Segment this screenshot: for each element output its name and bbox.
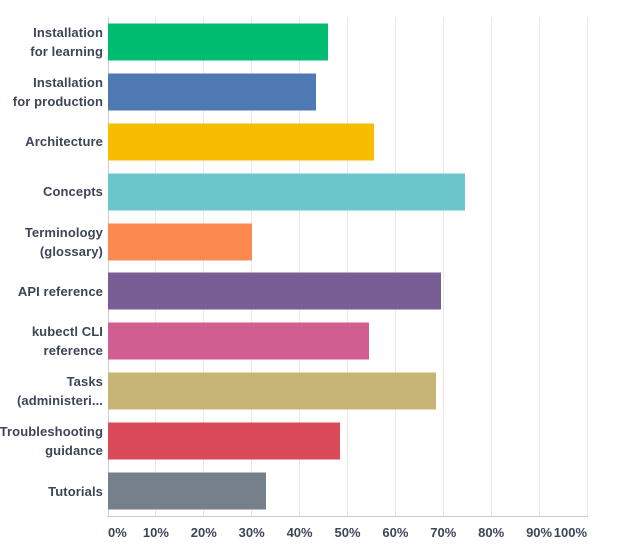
gridline-40% [299,17,301,516]
bar-troubleshooting-guidance: 48.5% [108,422,341,460]
x-tick-label-10%: 10% [142,525,169,540]
bar-kubectl-cli-reference: 54.5% [108,322,370,360]
x-axis-line [107,516,588,517]
gridline-100% [586,17,588,516]
bar-architecture: 55.5% [108,123,374,161]
category-label-kubectl-cli-reference: kubectl CLI reference [0,316,103,366]
category-label-line: Architecture [25,134,103,150]
gridline-60% [394,17,396,516]
bar-row-kubectl-cli-reference: 54.5% [108,316,587,366]
category-label-line: Troubleshooting [0,424,103,440]
category-label-troubleshooting-guidance: Troubleshooting guidance [0,416,103,466]
gridline-0% [107,17,109,516]
category-label-line: Installation [33,74,103,90]
category-label-line: Installation [33,24,103,40]
x-tick-label-30%: 30% [238,525,265,540]
category-label-line: kubectl CLI [31,324,103,340]
bar-api-reference: 69.5% [108,272,441,310]
category-label-line: for learning [30,43,103,59]
x-tick-label-100%: 100% [553,525,587,540]
category-label-line: reference [43,343,103,359]
bar-row-installation-for-learning: 46% [108,17,587,67]
gridline-80% [490,17,492,516]
bar-tutorials: 33% [108,472,267,510]
gridline-90% [538,17,540,516]
bar-row-tasks-administeri: 68.5% [108,366,587,416]
x-tick-label-40%: 40% [286,525,313,540]
x-tick-label-90%: 90% [526,525,553,540]
x-tick-label-20%: 20% [190,525,217,540]
plot-area: 46% 43.5% 55.5% 74.5% 30% 69.5% 54.5% 68.5% 48.5… [107,17,588,516]
gridline-10% [155,17,157,516]
bar-row-troubleshooting-guidance: 48.5% [108,416,587,466]
category-label-installation-for-production: Installation for production [0,67,103,117]
bar-row-api-reference: 69.5% [108,267,587,317]
category-label-tasks-administeri: Tasks (administeri... [0,366,103,416]
category-axis-labels: Installation for learning Installation for … [0,17,103,516]
bar-terminology-glossary: 30% [108,223,252,261]
bar-row-terminology-glossary: 30% [108,217,587,267]
category-label-line: (glossary) [39,243,103,259]
category-label-tutorials: Tutorials [0,466,103,516]
category-label-line: for production [12,93,103,109]
gridline-50% [347,17,348,516]
category-label-line: guidance [45,443,103,459]
x-axis-tick-labels: 0% 10% 20% 30% 40% 50% 60% 70% 80% 90% 100% [108,525,587,543]
bar-installation-for-learning: 46% [108,23,329,61]
bar-row-architecture: 55.5% [108,117,587,167]
category-label-terminology-glossary: Terminology (glossary) [0,217,103,267]
category-label-concepts: Concepts [0,167,103,217]
gridline-30% [251,17,253,516]
bar-tasks-administeri: 68.5% [108,372,437,410]
x-tick-label-50%: 50% [334,525,361,540]
gridline-70% [442,17,444,516]
bar-concepts: 74.5% [108,173,465,211]
bar-installation-for-production: 43.5% [108,73,317,111]
category-label-installation-for-learning: Installation for learning [0,17,103,67]
category-label-architecture: Architecture [0,117,103,167]
category-label-line: Terminology [24,224,103,240]
category-label-line: Tutorials [48,483,103,499]
bar-row-installation-for-production: 43.5% [108,67,587,117]
bar-row-tutorials: 33% [108,466,587,516]
category-label-line: API reference [17,283,103,299]
x-tick-label-0%: 0% [108,525,127,540]
category-label-line: Concepts [42,184,103,200]
x-tick-label-80%: 80% [478,525,505,540]
bar-row-concepts: 74.5% [108,167,587,217]
gridline-20% [203,17,205,516]
category-label-api-reference: API reference [0,267,103,317]
category-label-line: (administeri... [16,393,103,409]
x-tick-label-70%: 70% [430,525,457,540]
category-label-line: Tasks [66,374,103,390]
x-tick-label-60%: 60% [382,525,409,540]
